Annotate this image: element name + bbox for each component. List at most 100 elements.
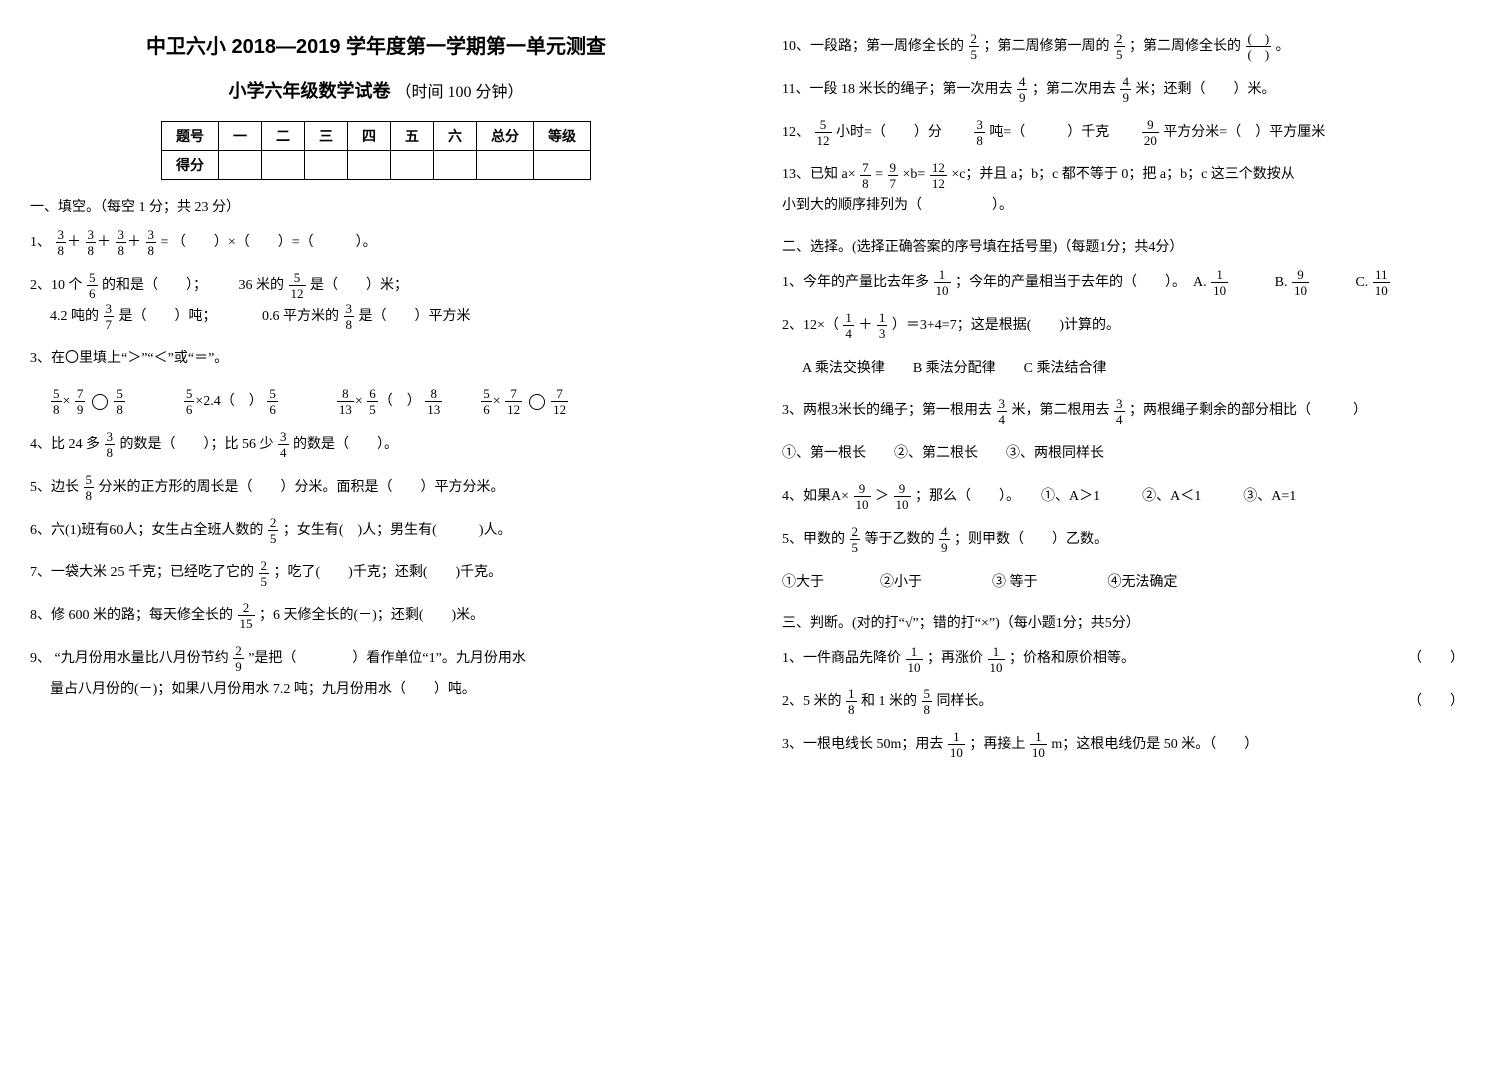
s3q1-pre: 1、一件商品先降价 [782,651,901,666]
frac-5-8: 58 [114,387,125,416]
frac-1-10: 110 [1211,268,1228,297]
col-3: 三 [305,122,348,151]
q10-post: 。 [1276,39,1290,54]
left-column: 中卫六小 2018—2019 学年度第一学期第一单元测查 小学六年级数学试卷 （… [30,20,722,773]
frac-9-7: 97 [888,161,899,190]
s1-q9: 9、 “九月份用水量比八月份节约 29 ”是把（ ）看作单位“1”。九月份用水 … [30,644,722,706]
q11-pre: 11、一段 18 米长的绳子；第一次用去 [782,82,1012,97]
s3q2-mid: 和 1 米的 [861,694,917,709]
s3q1-post: ；价格和原价相等。 [1009,651,1135,666]
blank-paren: （ ） [1408,644,1464,675]
frac-9-20: 920 [1142,118,1159,147]
s2-q3-opts: ①、第一根长 ②、第二根长 ③、两根同样长 [782,439,1474,470]
s2q3-pre: 3、两根3米长的绳子；第一根用去 [782,403,992,418]
frac-4-9: 49 [939,525,950,554]
s2-q2: 2、12×（ 14 ＋ 13 ）＝3+4=7；这是根据( )计算的。 [782,311,1474,342]
subtitle-time: （时间 100 分钟） [396,84,524,101]
q10-mid2: ；第二周修全长的 [1129,39,1241,54]
s2-q2-opts: A 乘法交换律 B 乘法分配律 C 乘法结合律 [802,354,1474,385]
main-title: 中卫六小 2018—2019 学年度第一学期第一单元测查 [30,30,722,59]
q13-line2: 小到大的顺序排列为（ ）。 [782,191,1474,222]
frac-5-6: 56 [481,387,492,416]
blank-paren: （ ） [1408,687,1464,718]
col-0: 题号 [162,122,219,151]
s2q5-post: ；则甲数（ ）乙数。 [954,532,1108,547]
score-cell [534,151,591,180]
s1-q3-expr: 58× 79 58 56×2.4（ ） 56 813× 65（ ） 813 56… [50,387,722,418]
frac-5-8: 58 [922,687,933,716]
s2-q1: 1、今年的产量比去年多 110 ；今年的产量相当于去年的（ ）。 A. 110 … [782,268,1474,299]
frac-1-8: 18 [846,687,857,716]
frac-2-5: 25 [268,516,279,545]
s2q2-pre: 2、12×（ [782,318,839,333]
s3q2-post: 同样长。 [937,694,993,709]
frac-2-5: 25 [259,559,270,588]
frac-7-9: 79 [75,387,86,416]
s3q1-mid: ；再涨价 [927,651,983,666]
frac-5-6: 56 [184,387,195,416]
frac-6-5: 65 [367,387,378,416]
q1-pre: 1、 [30,235,51,250]
frac-3-8: 38 [86,228,97,257]
frac-9-10: 910 [1292,268,1309,297]
q10-mid1: ；第二周修第一周的 [984,39,1110,54]
frac-3-8: 38 [344,302,355,331]
frac-5-12: 512 [815,118,832,147]
q12-a-post: 小时=（ ）分 [836,125,970,140]
s1-q12: 12、 512 小时=（ ）分 38 吨=（ ）千克 920 平方分米=（ ）平… [782,118,1474,149]
q2b-pre: 36 米的 [211,278,285,293]
q13-pre: 13、已知 a× [782,167,856,182]
s2q2-post: ）＝3+4=7；这是根据( )计算的。 [892,318,1120,333]
score-cell [262,151,305,180]
frac-3-8: 38 [974,118,985,147]
s3q3-post: m；这根电线仍是 50 米。（ ） [1051,737,1258,752]
s2q4-mid: ＞ [875,489,889,504]
frac-7-12: 712 [505,387,522,416]
q10-pre: 10、一段路；第一周修全长的 [782,39,964,54]
s2q5-pre: 5、甲数的 [782,532,845,547]
s3q3-pre: 3、一根电线长 50m；用去 [782,737,943,752]
compare-circle-icon [529,394,545,410]
frac-1-10: 110 [988,645,1005,674]
s1-q2-line2: 4.2 吨的 37 是（ ）吨； 0.6 平方米的 38 是（ ）平方米 [50,302,722,333]
s3-q1: 1、一件商品先降价 110 ；再涨价 110 ；价格和原价相等。 （ ） [782,644,1474,675]
frac-1-10: 110 [948,730,965,759]
subtitle: 小学六年级数学试卷 （时间 100 分钟） [30,77,722,103]
s2q5-mid: 等于乙数的 [865,532,935,547]
q7-pre: 7、一袋大米 25 千克；已经吃了它的 [30,565,254,580]
page-root: 中卫六小 2018—2019 学年度第一学期第一单元测查 小学六年级数学试卷 （… [30,20,1474,773]
s1-q7: 7、一袋大米 25 千克；已经吃了它的 25 ；吃了( )千克；还剩( )千克。 [30,558,722,589]
q2a-pre: 2、10 个 [30,278,83,293]
frac-2-15: 215 [238,601,255,630]
s3q2-pre: 2、5 米的 [782,694,842,709]
col-2: 二 [262,122,305,151]
frac-5-6: 56 [87,271,98,300]
q13-mid1: = [875,167,883,182]
score-cell [391,151,434,180]
q6-post: ；女生有( )人；男生有( )人。 [283,523,512,538]
frac-1-3: 13 [877,311,888,340]
col-5: 五 [391,122,434,151]
q11-post: 米；还剩（ ）米。 [1135,82,1275,97]
q2a-post: 的和是（ ）； [102,278,207,293]
q5-pre: 5、边长 [30,480,79,495]
frac-3-8: 38 [146,228,157,257]
s2q4-post: ；那么（ ）。 ①、A＞1 ②、A＜1 ③、A=1 [915,489,1296,504]
frac-3-4: 34 [997,397,1008,426]
frac-3-8: 38 [105,430,116,459]
s3-q2: 2、5 米的 18 和 1 米的 58 同样长。 （ ） [782,687,1474,718]
frac-4-9: 49 [1017,75,1028,104]
q8-post: ；6 天修全长的(－)；还剩( )米。 [259,608,484,623]
q13-mid3: ×c；并且 a；b；c 都不等于 0；把 a；b；c 这三个数按从 [951,167,1294,182]
q5-post: 分米的正方形的周长是（ ）分米。面积是（ ）平方分米。 [99,480,505,495]
frac-5-6: 56 [267,387,278,416]
s2-q4: 4、如果A× 910 ＞ 910 ；那么（ ）。 ①、A＞1 ②、A＜1 ③、A… [782,482,1474,513]
s2-q5-opts: ①大于 ②小于 ③ 等于 ④无法确定 [782,568,1474,599]
q12-pre: 12、 [782,125,810,140]
s1-q5: 5、边长 58 分米的正方形的周长是（ ）分米。面积是（ ）平方分米。 [30,473,722,504]
frac-5-12: 512 [289,271,306,300]
frac-1-10: 110 [906,645,923,674]
frac-2-5: 25 [850,525,861,554]
s1-q10: 10、一段路；第一周修全长的 25 ；第二周修第一周的 25 ；第二周修全长的 … [782,32,1474,63]
s2q1-c: C. [1313,275,1371,290]
